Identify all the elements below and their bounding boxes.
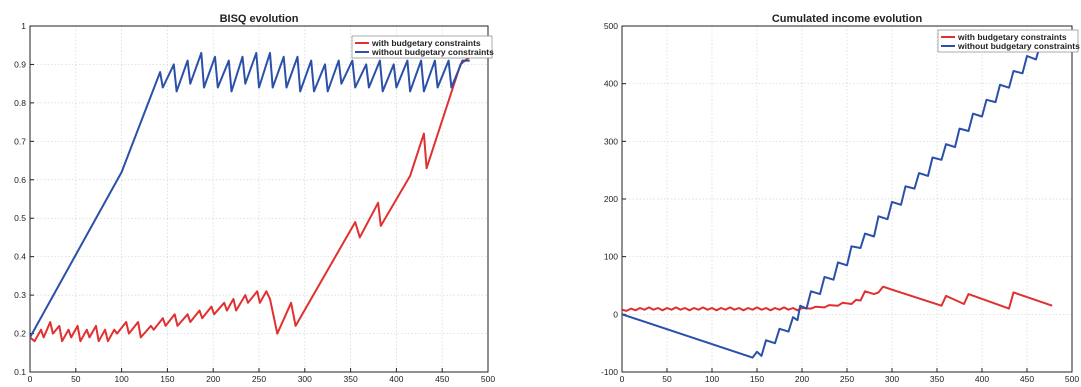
y-tick-label: 0.9 bbox=[14, 59, 26, 69]
x-tick-label: 50 bbox=[71, 374, 81, 384]
x-tick-label: 500 bbox=[1065, 374, 1079, 384]
series-line-with-constraints bbox=[30, 56, 471, 343]
legend-label: with budgetary constraints bbox=[371, 38, 481, 48]
chart-title: BISQ evolution bbox=[220, 13, 299, 25]
y-tick-label: 0.2 bbox=[14, 329, 26, 339]
x-tick-label: 350 bbox=[930, 374, 944, 384]
x-tick-label: 300 bbox=[885, 374, 899, 384]
x-tick-label: 0 bbox=[620, 374, 625, 384]
income-chart-panel: 0 50 100 150 200 250 300 350 400 450 500 -100 0 100 20… bbox=[560, 0, 1081, 387]
x-tick-label: 200 bbox=[795, 374, 809, 384]
legend-label: with budgetary constraints bbox=[957, 32, 1067, 42]
x-tick-label: 350 bbox=[344, 374, 358, 384]
y-tick-label: 0.4 bbox=[14, 252, 26, 262]
series-line-without-constraints bbox=[30, 51, 470, 338]
chart-title: Cumulated income evolution bbox=[772, 13, 923, 25]
y-tick-label: -100 bbox=[601, 367, 618, 377]
series-line-without-constraints bbox=[622, 37, 1053, 359]
x-tick-label: 300 bbox=[298, 374, 312, 384]
x-tick-label: 50 bbox=[662, 374, 672, 384]
x-tick-label: 150 bbox=[160, 374, 174, 384]
x-tick-label: 400 bbox=[975, 374, 989, 384]
y-tick-label: 500 bbox=[604, 21, 618, 31]
y-tick-label: 0.5 bbox=[14, 213, 26, 223]
x-tick-label: 150 bbox=[750, 374, 764, 384]
x-tick-label: 0 bbox=[28, 374, 33, 384]
legend-box bbox=[937, 29, 1079, 53]
y-tick-label: 0.6 bbox=[14, 175, 26, 185]
x-tick-label: 250 bbox=[840, 374, 854, 384]
x-tick-label: 100 bbox=[705, 374, 719, 384]
x-tick-label: 200 bbox=[206, 374, 220, 384]
x-tick-label: 450 bbox=[1020, 374, 1034, 384]
x-tick-label: 400 bbox=[389, 374, 403, 384]
y-tick-label: 0 bbox=[613, 309, 618, 319]
y-tick-label: 100 bbox=[604, 252, 618, 262]
legend-label: without budgetary constraints bbox=[957, 41, 1080, 51]
x-tick-label: 500 bbox=[481, 374, 495, 384]
bisq-chart-panel: 0 50 100 150 200 250 300 350 400 450 500 0.1 0.2 0.3 0… bbox=[0, 0, 510, 387]
income-chart: 0 50 100 150 200 250 300 350 400 450 500-100010020… bbox=[601, 13, 1080, 384]
y-tick-label: 300 bbox=[604, 136, 618, 146]
y-tick-label: 0.1 bbox=[14, 367, 26, 377]
y-tick-label: 0.8 bbox=[14, 98, 26, 108]
y-tick-label: 0.7 bbox=[14, 136, 26, 146]
bisq-chart: 0 50 100 150 200 250 300 350 400 450 500 0.1 0.2 0.3 0… bbox=[14, 13, 495, 384]
y-tick-label: 400 bbox=[604, 79, 618, 89]
series-line-with-constraints bbox=[622, 285, 1053, 312]
y-tick-label: 0.3 bbox=[14, 290, 26, 300]
legend-label: without budgetary constraints bbox=[371, 47, 494, 57]
x-tick-label: 100 bbox=[115, 374, 129, 384]
legend-box bbox=[351, 35, 493, 59]
x-tick-label: 250 bbox=[252, 374, 266, 384]
y-tick-label: 200 bbox=[604, 194, 618, 204]
y-tick-label: 1 bbox=[21, 21, 26, 31]
x-tick-label: 450 bbox=[435, 374, 449, 384]
